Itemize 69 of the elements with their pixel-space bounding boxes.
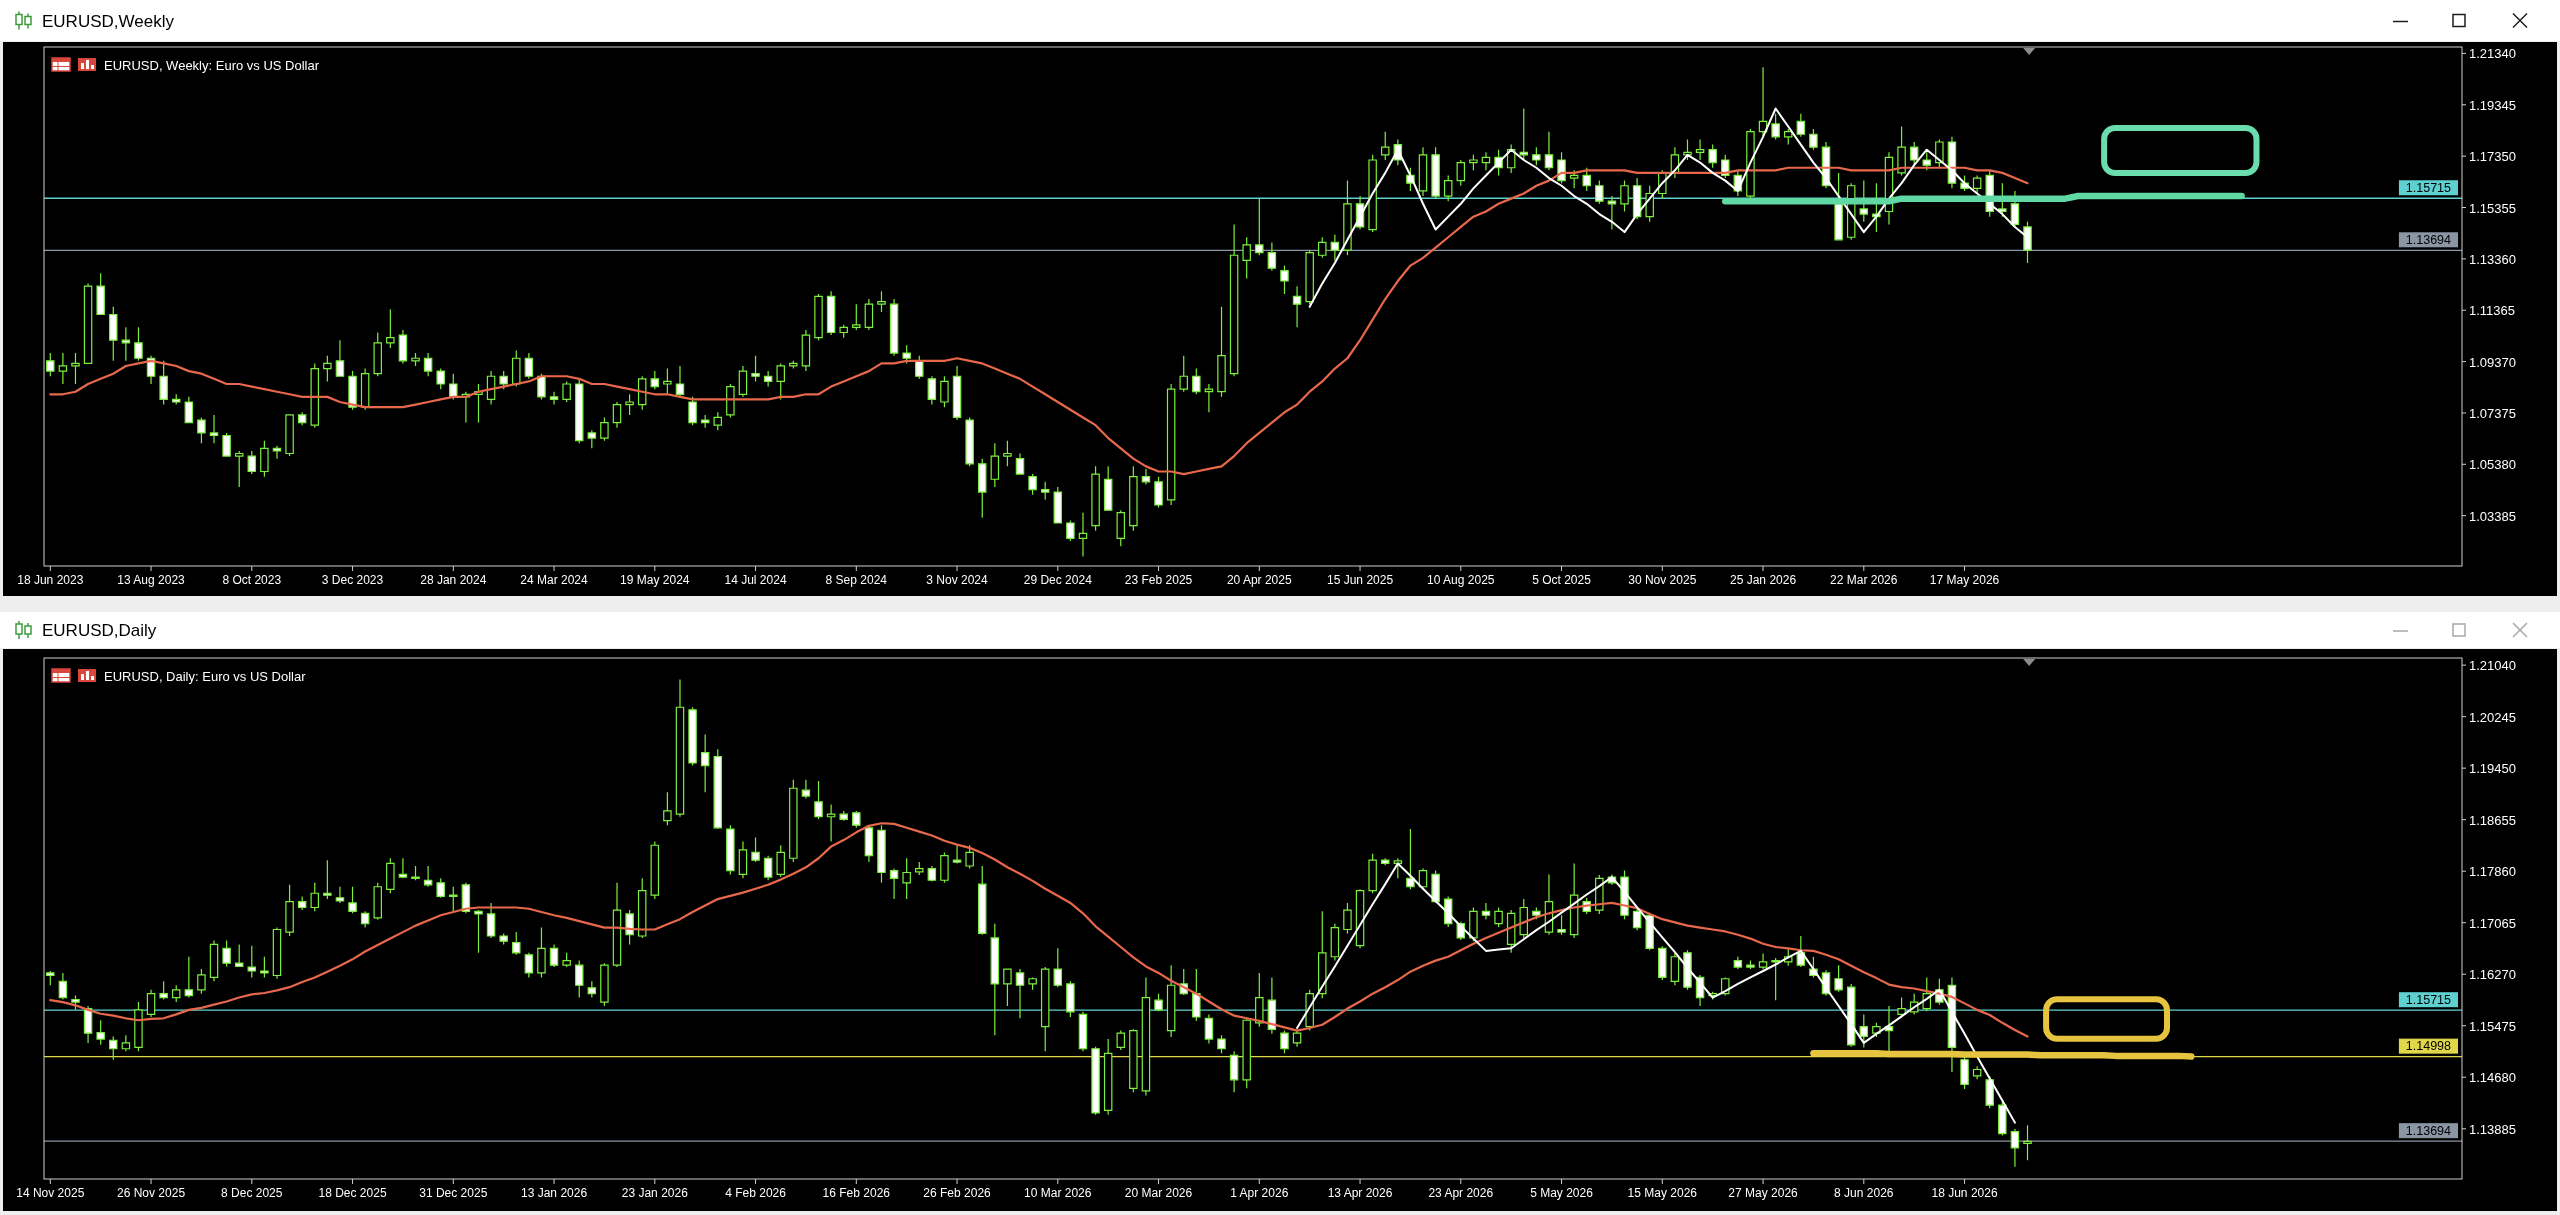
x-tick-label: 23 Jan 2026 — [621, 1186, 689, 1200]
x-tick-label: 13 Jan 2026 — [521, 1186, 588, 1200]
y-tick-label: 1.18655 — [2469, 812, 2516, 828]
y-tick-label: 1.19450 — [2469, 760, 2516, 776]
x-tick-label: 31 Dec 2025 — [419, 1186, 488, 1200]
x-tick-label: 18 Jun 2023 — [17, 573, 84, 587]
x-tick-label: 20 Apr 2025 — [1226, 573, 1292, 587]
x-tick-label: 5 May 2026 — [1530, 1186, 1594, 1200]
x-tick-label: 18 Jun 2026 — [1931, 1186, 1998, 1200]
chart-title: EURUSD,Weekly — [42, 11, 175, 30]
y-tick-label: 1.21040 — [2469, 657, 2516, 673]
ref-line-label: 1.13694 — [2405, 232, 2452, 247]
x-tick-label: 14 Jul 2024 — [724, 573, 787, 587]
x-tick-label: 13 Aug 2023 — [117, 573, 186, 587]
ref-line-label: 1.13694 — [2405, 1123, 2452, 1138]
y-tick-label: 1.16270 — [2469, 966, 2516, 982]
x-tick-label: 18 Dec 2025 — [318, 1186, 387, 1200]
x-tick-label: 24 Mar 2024 — [520, 573, 589, 587]
x-tick-label: 5 Oct 2025 — [1532, 573, 1592, 587]
y-tick-label: 1.03385 — [2469, 508, 2516, 524]
y-tick-label: 1.07375 — [2469, 405, 2516, 421]
x-tick-label: 14 Nov 2025 — [16, 1186, 85, 1200]
y-tick-label: 1.11365 — [2469, 302, 2516, 318]
x-tick-label: 23 Apr 2026 — [1428, 1186, 1494, 1200]
x-tick-label: 30 Nov 2025 — [1628, 573, 1697, 587]
x-tick-label: 16 Feb 2026 — [822, 1186, 891, 1200]
y-tick-label: 1.15355 — [2469, 200, 2516, 216]
y-tick-label: 1.20245 — [2469, 709, 2516, 725]
ref-line-label: 1.15715 — [2405, 180, 2452, 195]
y-tick-label: 1.17860 — [2469, 863, 2516, 879]
x-tick-label: 26 Feb 2026 — [923, 1186, 992, 1200]
x-tick-label: 4 Feb 2026 — [725, 1186, 787, 1200]
x-tick-label: 3 Nov 2024 — [926, 573, 989, 587]
text: EURUSD, Weekly: Euro vs US Dollar — [104, 57, 320, 72]
y-tick-label: 1.09370 — [2469, 354, 2516, 370]
x-tick-label: 10 Aug 2025 — [1427, 573, 1495, 587]
y-tick-label: 1.14680 — [2469, 1069, 2516, 1085]
y-tick-label: 1.13360 — [2469, 251, 2516, 267]
x-tick-label: 27 May 2026 — [1728, 1186, 1799, 1200]
x-tick-label: 3 Dec 2023 — [321, 573, 384, 587]
y-tick-label: 1.15475 — [2469, 1018, 2516, 1034]
x-tick-label: 8 Dec 2025 — [221, 1186, 283, 1200]
x-tick-label: 10 Mar 2026 — [1024, 1186, 1092, 1200]
x-tick-label: 28 Jan 2024 — [420, 573, 487, 587]
ref-line-label: 1.15715 — [2405, 992, 2452, 1007]
x-tick-label: 29 Dec 2024 — [1023, 573, 1093, 587]
y-tick-label: 1.19345 — [2469, 97, 2516, 113]
x-tick-label: 8 Oct 2023 — [222, 573, 282, 587]
x-tick-label: 19 May 2024 — [620, 573, 690, 587]
x-tick-label: 22 Mar 2026 — [1830, 573, 1898, 587]
y-tick-label: 1.17065 — [2469, 915, 2516, 931]
x-tick-label: 15 May 2026 — [1627, 1186, 1698, 1200]
x-tick-label: 20 Mar 2026 — [1124, 1186, 1193, 1200]
x-tick-label: 8 Sep 2024 — [825, 573, 888, 587]
text: EURUSD, Daily: Euro vs US Dollar — [104, 668, 307, 683]
ref-line-label: 1.14998 — [2405, 1039, 2452, 1054]
x-tick-label: 26 Nov 2025 — [117, 1186, 186, 1200]
y-tick-label: 1.13885 — [2469, 1121, 2516, 1137]
y-tick-label: 1.17350 — [2469, 148, 2516, 164]
x-tick-label: 13 Apr 2026 — [1327, 1186, 1393, 1200]
x-tick-label: 15 Jun 2025 — [1327, 573, 1394, 587]
x-tick-label: 17 May 2026 — [1929, 573, 2000, 587]
chart-title: EURUSD,Daily — [42, 620, 157, 640]
x-tick-label: 23 Feb 2025 — [1124, 573, 1193, 587]
y-tick-label: 1.21340 — [2469, 45, 2516, 61]
x-tick-label: 1 Apr 2026 — [1230, 1186, 1289, 1200]
x-tick-label: 25 Jan 2026 — [1730, 573, 1797, 587]
y-tick-label: 1.05380 — [2469, 456, 2516, 472]
x-tick-label: 8 Jun 2026 — [1834, 1186, 1894, 1200]
